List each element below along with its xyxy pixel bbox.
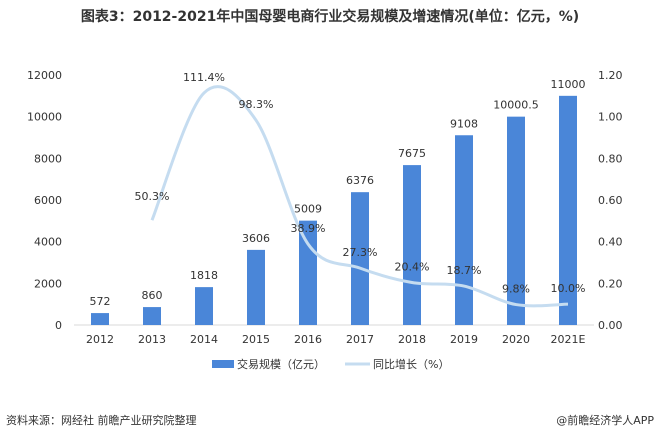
y-left-tick-label: 10000	[27, 111, 62, 124]
y-left-tick-label: 2000	[34, 277, 62, 290]
y-right-tick-label: 0.80	[598, 152, 623, 165]
legend-bar-label: 交易规模（亿元）	[237, 357, 325, 371]
bar	[143, 307, 161, 325]
x-tick-label: 2018	[398, 333, 426, 346]
line-data-label: 38.9%	[291, 222, 326, 235]
bar	[507, 116, 525, 325]
x-tick-label: 2017	[346, 333, 374, 346]
legend-bar-swatch	[212, 360, 234, 368]
y-right-tick-label: 1.00	[598, 111, 623, 124]
bar	[559, 95, 577, 325]
bar	[195, 287, 213, 325]
y-right-tick-label: 0.00	[598, 319, 623, 332]
chart-title: 图表3：2012-2021年中国母婴电商行业交易规模及增速情况(单位：亿元，%)	[80, 9, 580, 25]
bar-data-label: 860	[142, 289, 163, 302]
x-tick-label: 2021E	[551, 333, 586, 346]
growth-line	[150, 85, 569, 308]
y-right-tick-label: 0.40	[598, 236, 623, 249]
bar	[403, 165, 421, 325]
x-tick-label: 2012	[86, 333, 114, 346]
x-tick-label: 2016	[294, 333, 322, 346]
x-tick-label: 2014	[190, 333, 218, 346]
source-note: 资料来源：网经社 前瞻产业研究院整理	[6, 414, 197, 427]
y-left-tick-label: 8000	[34, 152, 62, 165]
y-left-tick-label: 4000	[34, 236, 62, 249]
bar-data-label: 1818	[190, 269, 218, 282]
bar-data-label: 5009	[294, 203, 322, 216]
bar	[91, 313, 109, 325]
line-data-label: 18.7%	[447, 264, 482, 277]
bar-data-label: 11000	[551, 78, 586, 91]
bar-data-label: 10000.5	[493, 99, 539, 112]
bar	[455, 135, 473, 325]
x-tick-label: 2020	[502, 333, 530, 346]
bar-data-label: 572	[90, 295, 111, 308]
bar	[351, 192, 369, 325]
y-right-tick-label: 1.20	[598, 69, 623, 82]
bar	[247, 249, 265, 325]
line-data-label: 98.3%	[239, 98, 274, 111]
x-tick-label: 2015	[242, 333, 270, 346]
line-data-label: 10.0%	[551, 282, 586, 295]
bar-data-label: 9108	[450, 117, 478, 130]
bar	[299, 220, 317, 325]
y-left-tick-label: 6000	[34, 194, 62, 207]
line-data-label: 111.4%	[183, 71, 225, 84]
brand-credit: @前瞻经济学人APP	[556, 414, 654, 427]
bar-data-label: 7675	[398, 147, 426, 160]
line-data-label: 9.8%	[502, 283, 530, 296]
x-tick-label: 2019	[450, 333, 478, 346]
line-data-label: 20.4%	[395, 261, 430, 274]
bar-data-label: 3606	[242, 232, 270, 245]
y-left-tick-label: 12000	[27, 69, 62, 82]
y-left-tick-label: 0	[55, 319, 62, 332]
y-right-tick-label: 0.60	[598, 194, 623, 207]
y-right-tick-label: 0.20	[598, 277, 623, 290]
x-tick-label: 2013	[138, 333, 166, 346]
legend-line-label: 同比增长（%）	[373, 357, 449, 371]
line-data-label: 50.3%	[135, 190, 170, 203]
line-data-label: 27.3%	[343, 246, 378, 259]
bar-data-label: 6376	[346, 174, 374, 187]
